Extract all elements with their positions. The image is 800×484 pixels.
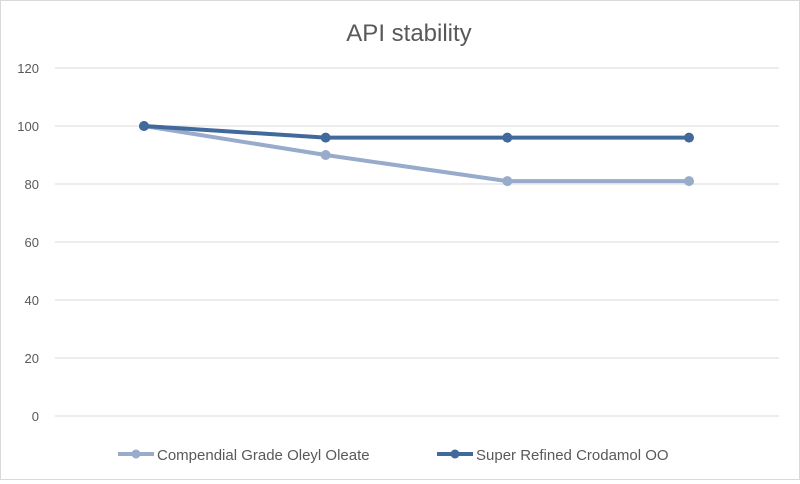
legend-marker: [131, 449, 141, 459]
legend-item: Compendial Grade Oleyl Oleate: [118, 447, 370, 464]
legend-label: Compendial Grade Oleyl Oleate: [157, 447, 370, 464]
data-point: [320, 150, 331, 160]
data-point: [139, 121, 149, 131]
data-point: [684, 176, 694, 187]
series-1: [139, 121, 694, 143]
data-point: [502, 176, 513, 187]
y-tick-label: 20: [25, 351, 39, 366]
legend-item: Super Refined Crodamol OO: [437, 447, 669, 464]
chart-title: API stability: [346, 20, 471, 47]
y-tick-label: 40: [25, 293, 39, 308]
y-tick-label: 60: [25, 235, 39, 250]
y-tick-label: 100: [17, 119, 39, 134]
series-line: [143, 124, 689, 184]
y-tick-label: 80: [25, 177, 39, 192]
y-tick-label: 0: [32, 409, 39, 424]
y-tick-label: 120: [17, 61, 39, 76]
data-point: [320, 132, 331, 143]
series-0: [139, 121, 694, 187]
legend-marker: [450, 449, 460, 459]
data-point: [502, 132, 513, 143]
legend-label: Super Refined Crodamol OO: [476, 447, 669, 464]
data-point: [684, 132, 694, 143]
series-line: [143, 124, 689, 140]
